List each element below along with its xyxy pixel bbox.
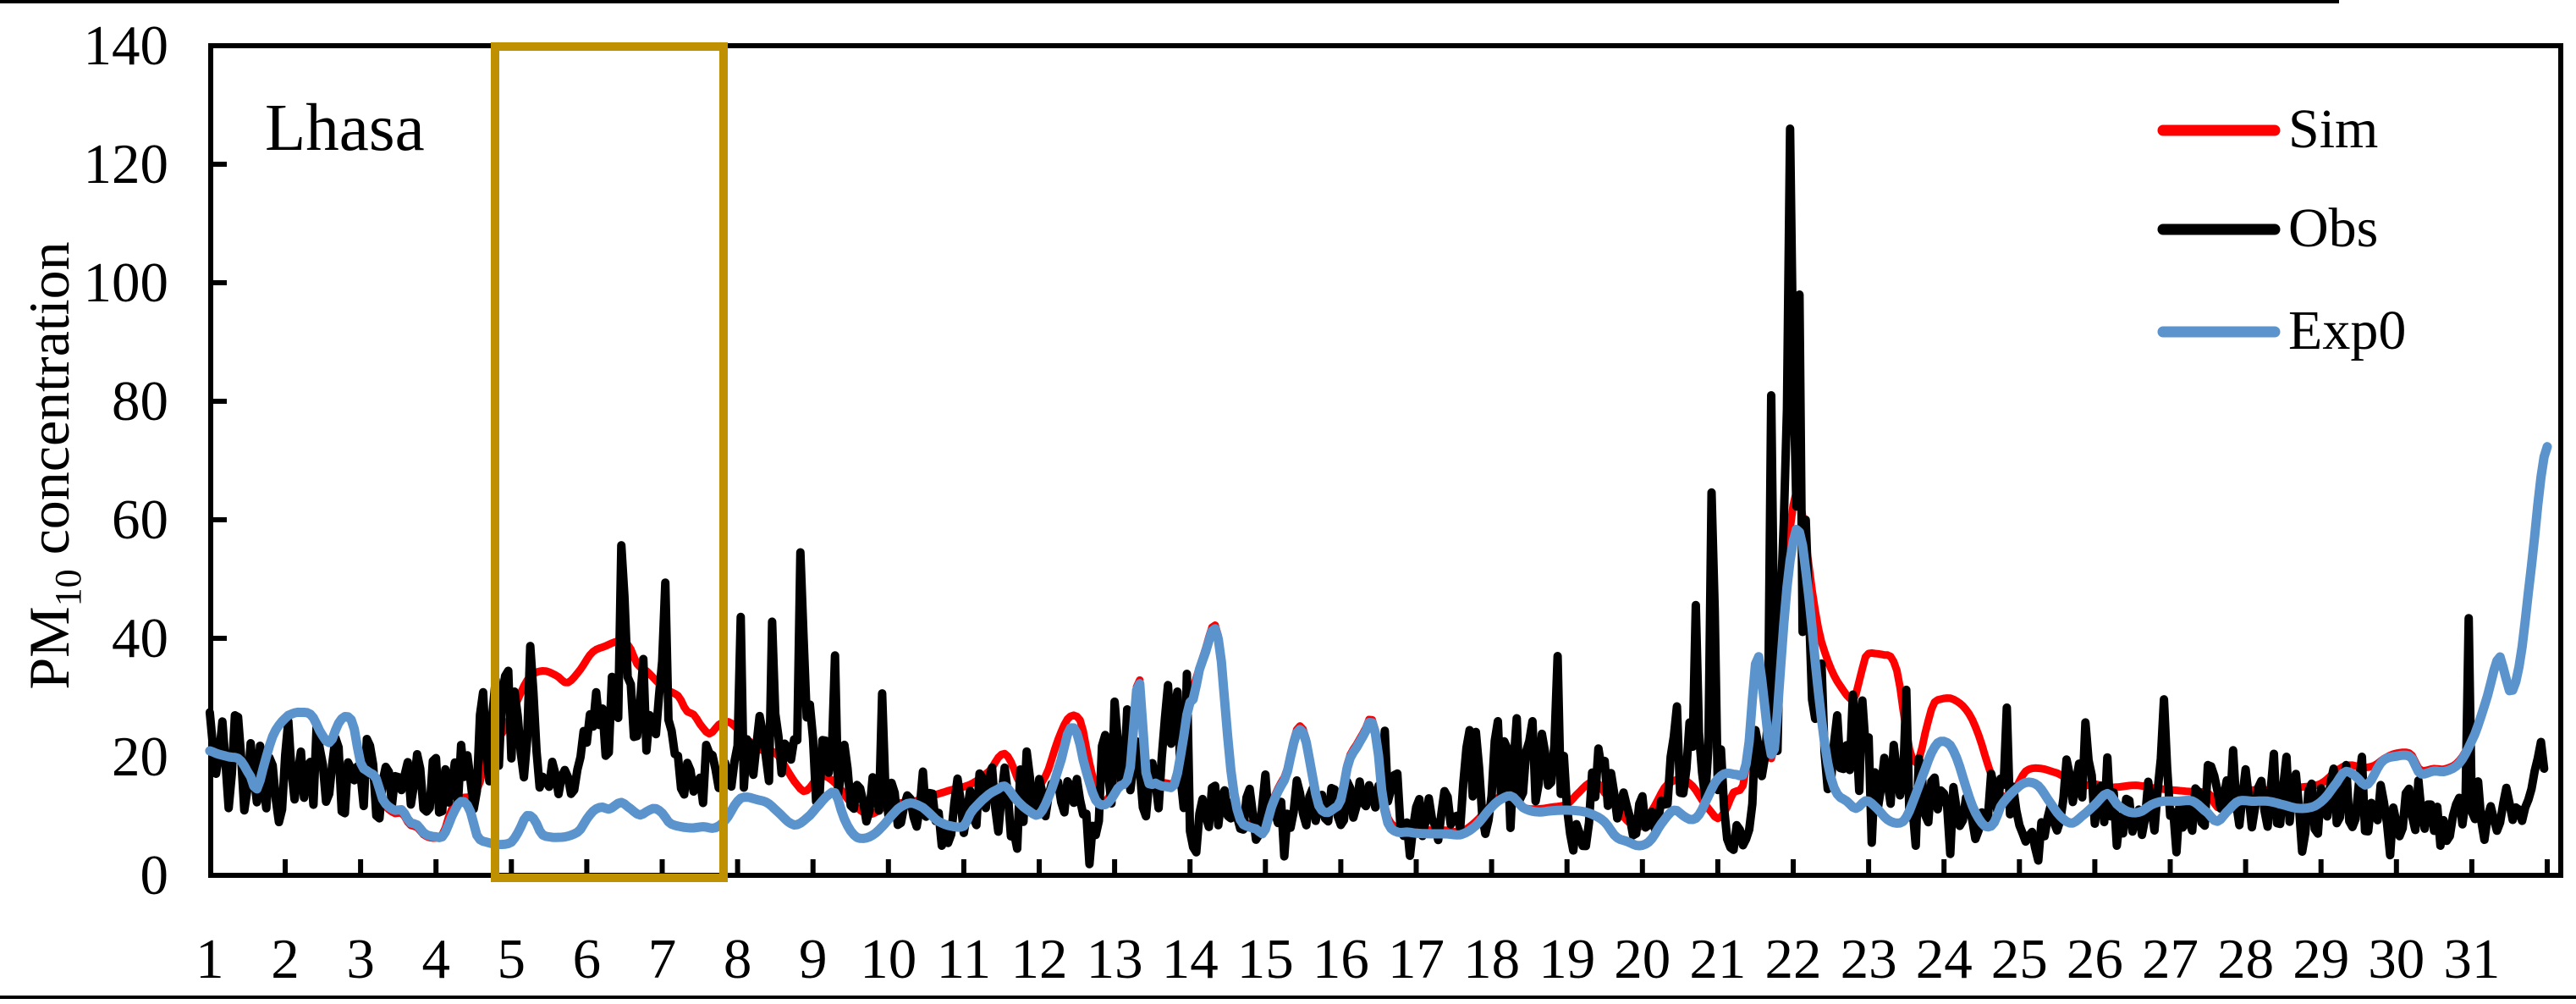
- svg-text:140: 140: [84, 14, 169, 77]
- svg-text:7: 7: [648, 928, 677, 990]
- svg-text:5: 5: [498, 928, 526, 990]
- svg-text:31: 31: [2443, 928, 2500, 990]
- svg-text:16: 16: [1313, 928, 1369, 990]
- svg-text:20: 20: [112, 725, 168, 788]
- svg-text:15: 15: [1237, 928, 1294, 990]
- svg-text:29: 29: [2293, 928, 2349, 990]
- svg-text:10: 10: [860, 928, 916, 990]
- svg-text:2: 2: [271, 928, 300, 990]
- svg-text:22: 22: [1765, 928, 1822, 990]
- svg-text:14: 14: [1162, 928, 1219, 990]
- svg-text:26: 26: [2067, 928, 2123, 990]
- svg-text:9: 9: [799, 928, 828, 990]
- svg-text:25: 25: [1991, 928, 2048, 990]
- svg-text:80: 80: [112, 370, 168, 433]
- svg-text:21: 21: [1689, 928, 1746, 990]
- svg-text:18: 18: [1463, 928, 1520, 990]
- svg-text:19: 19: [1538, 928, 1595, 990]
- svg-text:1: 1: [195, 928, 224, 990]
- svg-text:28: 28: [2217, 928, 2274, 990]
- svg-text:20: 20: [1614, 928, 1671, 990]
- svg-text:6: 6: [573, 928, 602, 990]
- svg-text:27: 27: [2142, 928, 2199, 990]
- svg-text:Lhasa: Lhasa: [265, 91, 425, 165]
- svg-text:PM10 concentration: PM10 concentration: [17, 241, 89, 689]
- svg-text:Sim: Sim: [2288, 98, 2378, 160]
- svg-text:8: 8: [724, 928, 752, 990]
- svg-text:100: 100: [84, 251, 169, 314]
- svg-text:12: 12: [1011, 928, 1068, 990]
- svg-text:11: 11: [937, 928, 992, 990]
- svg-text:Obs: Obs: [2288, 197, 2378, 259]
- svg-text:24: 24: [1916, 928, 1973, 990]
- svg-text:4: 4: [421, 928, 450, 990]
- svg-text:Exp0: Exp0: [2288, 300, 2406, 361]
- svg-text:120: 120: [84, 133, 169, 196]
- svg-text:30: 30: [2368, 928, 2425, 990]
- svg-text:0: 0: [140, 844, 169, 907]
- svg-text:13: 13: [1087, 928, 1143, 990]
- svg-text:17: 17: [1388, 928, 1445, 990]
- svg-text:40: 40: [112, 607, 168, 670]
- svg-text:23: 23: [1841, 928, 1897, 990]
- svg-text:3: 3: [346, 928, 375, 990]
- svg-text:60: 60: [112, 488, 168, 551]
